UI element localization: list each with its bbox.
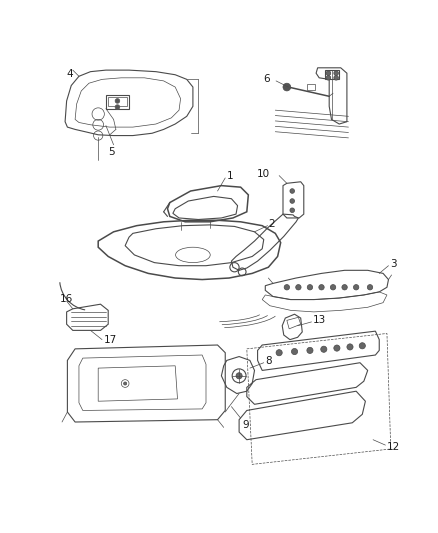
Circle shape: [276, 350, 282, 356]
Circle shape: [347, 344, 353, 350]
Circle shape: [319, 285, 324, 290]
Circle shape: [124, 382, 127, 385]
Circle shape: [115, 105, 120, 109]
Text: 5: 5: [108, 147, 115, 157]
Circle shape: [353, 285, 359, 290]
Circle shape: [290, 208, 294, 213]
Text: 2: 2: [268, 219, 275, 229]
Circle shape: [367, 285, 373, 290]
Circle shape: [321, 346, 327, 352]
Circle shape: [236, 373, 242, 379]
Circle shape: [284, 285, 290, 290]
Circle shape: [290, 199, 294, 203]
Circle shape: [290, 189, 294, 193]
Circle shape: [359, 343, 365, 349]
Text: 13: 13: [313, 316, 326, 325]
Text: 12: 12: [387, 442, 400, 453]
Circle shape: [334, 76, 339, 80]
Text: 8: 8: [265, 356, 272, 366]
Text: 3: 3: [390, 259, 397, 269]
Circle shape: [334, 345, 340, 351]
Text: 1: 1: [227, 172, 233, 181]
Circle shape: [307, 285, 313, 290]
Text: 17: 17: [103, 335, 117, 345]
Circle shape: [283, 83, 291, 91]
Text: 6: 6: [263, 74, 270, 84]
Text: 4: 4: [67, 69, 73, 79]
Circle shape: [334, 71, 339, 76]
Circle shape: [291, 349, 298, 354]
Circle shape: [326, 71, 331, 76]
Circle shape: [307, 348, 313, 353]
Text: 16: 16: [60, 294, 73, 304]
Circle shape: [326, 76, 331, 80]
Circle shape: [115, 99, 120, 103]
Text: 10: 10: [257, 169, 270, 179]
Circle shape: [296, 285, 301, 290]
Text: 9: 9: [242, 419, 249, 430]
Circle shape: [330, 285, 336, 290]
Circle shape: [342, 285, 347, 290]
